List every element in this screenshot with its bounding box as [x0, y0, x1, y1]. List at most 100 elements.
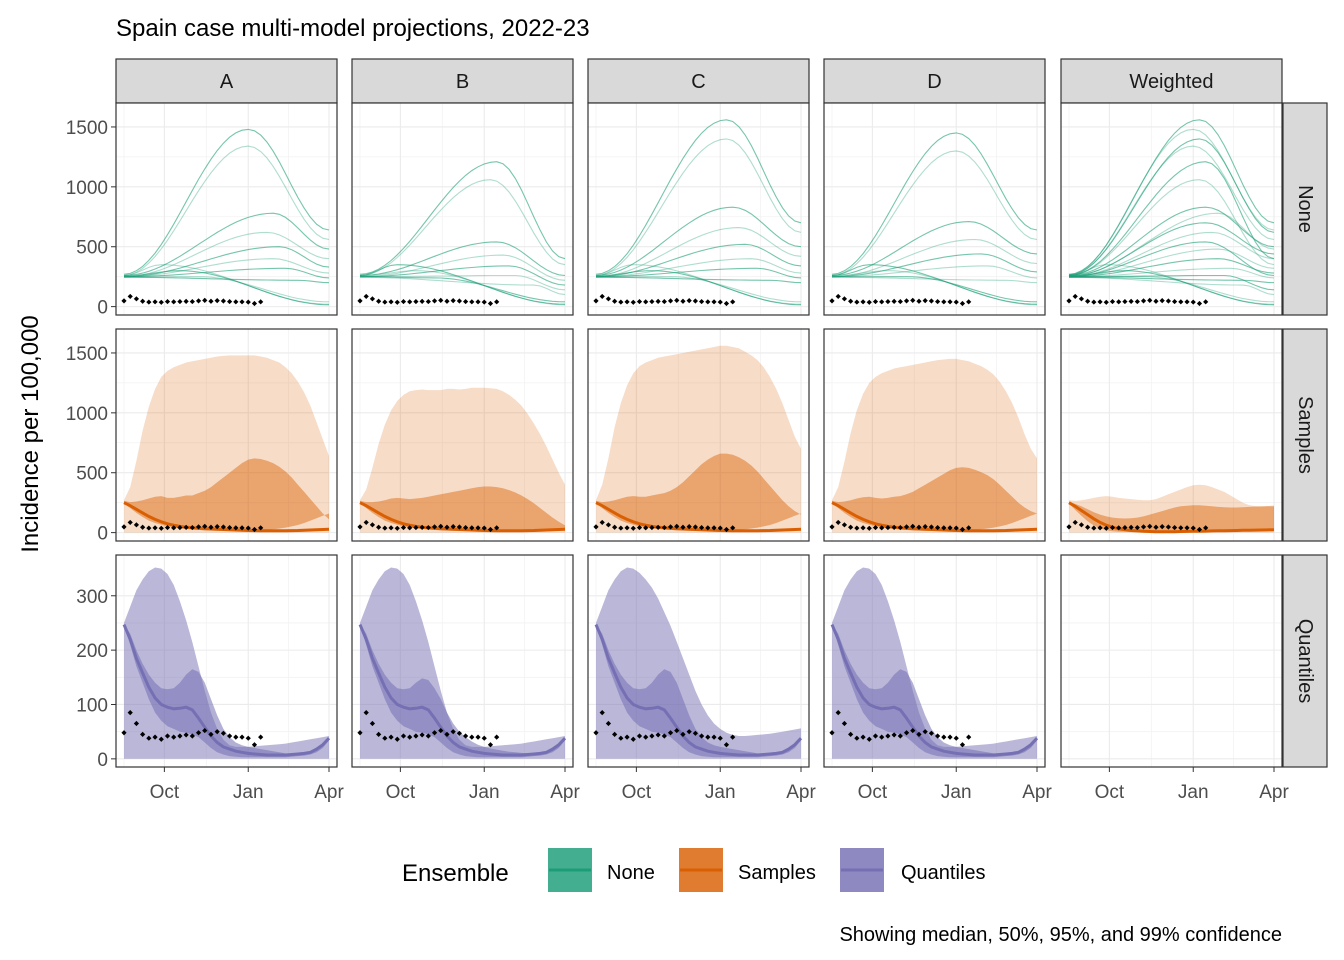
observed-point — [1097, 299, 1103, 305]
observed-point — [431, 298, 438, 304]
observed-point — [152, 734, 158, 740]
observed-point — [947, 734, 953, 740]
series-line-6 — [595, 258, 802, 278]
observed-point — [388, 734, 394, 740]
observed-point — [848, 298, 854, 304]
band-95 — [832, 358, 1037, 533]
observed-point — [860, 734, 866, 740]
band-95 — [124, 355, 329, 533]
observed-point — [618, 299, 624, 305]
observed-point — [866, 525, 872, 531]
band-50 — [1069, 502, 1274, 532]
observed-point — [369, 522, 376, 528]
median-line — [123, 501, 330, 533]
observed-point — [388, 525, 394, 531]
observed-point — [928, 730, 934, 736]
series-line-11 — [124, 276, 330, 284]
legend-label-samples: Samples — [738, 862, 816, 884]
observed-point — [1159, 524, 1165, 530]
observed-point — [183, 524, 189, 530]
observed-point — [456, 524, 462, 530]
observed-point — [860, 525, 866, 531]
observed-point — [605, 720, 612, 727]
observed-points — [593, 519, 736, 533]
observed-points — [121, 710, 264, 748]
observed-point — [133, 296, 140, 302]
observed-point — [463, 524, 469, 531]
panel-d-none — [823, 102, 1046, 316]
observed-point — [730, 734, 736, 740]
median-line — [358, 624, 567, 757]
observed-point — [966, 525, 972, 531]
observed-point — [593, 298, 599, 304]
observed-point — [953, 525, 959, 531]
panel-c-none — [587, 102, 810, 316]
observed-point — [935, 298, 941, 305]
observed-point — [1116, 525, 1122, 531]
x-axis-d: Oct Jan Apr — [858, 767, 1052, 803]
series-line-11 — [596, 276, 802, 284]
observed-point — [916, 298, 922, 304]
x-tick-label: Jan — [1178, 782, 1209, 803]
series-line-3 — [1068, 138, 1275, 276]
strip-label-d: D — [927, 71, 941, 93]
observed-point — [1172, 524, 1178, 531]
observed-point — [723, 742, 730, 748]
observed-point — [158, 736, 164, 742]
observed-point — [730, 299, 736, 305]
observed-point — [363, 519, 369, 526]
series-line-8 — [359, 270, 566, 306]
observed-point — [711, 734, 717, 740]
observed-point — [394, 736, 400, 742]
observed-point — [438, 523, 444, 529]
series-line-2 — [831, 150, 1038, 277]
observed-point — [643, 299, 649, 305]
y-tick-label: 1500 — [66, 344, 108, 365]
observed-point — [1153, 524, 1159, 530]
observed-point — [723, 300, 730, 307]
strip-label-c: C — [691, 71, 705, 93]
series-line-2 — [595, 138, 802, 277]
observed-point — [1178, 525, 1184, 531]
caption: Showing median, 50%, 95%, and 99% confid… — [839, 924, 1282, 946]
band-50 — [124, 458, 329, 531]
observed-point — [699, 733, 705, 739]
observed-point — [494, 734, 500, 740]
series-line-15 — [1069, 274, 1275, 291]
observed-point — [463, 298, 469, 305]
strip-c: C — [587, 58, 810, 104]
observed-point — [605, 522, 612, 528]
observed-point — [146, 525, 152, 531]
observed-point — [618, 735, 624, 741]
x-tick-label: Oct — [1095, 782, 1125, 803]
observed-points — [829, 293, 972, 307]
observed-point — [431, 524, 438, 530]
series-line-1 — [123, 128, 330, 275]
observed-point — [1190, 299, 1196, 305]
observed-point — [910, 727, 916, 734]
y-tick-label: 0 — [97, 524, 108, 545]
observed-point — [127, 519, 133, 526]
band-50 — [596, 453, 801, 531]
observed-point — [866, 299, 872, 305]
observed-point — [363, 293, 369, 300]
series-line-7 — [1068, 206, 1275, 277]
observed-point — [245, 299, 251, 305]
y-tick-label: 0 — [97, 750, 108, 771]
observed-point — [1109, 298, 1116, 305]
series-line-3 — [359, 241, 566, 277]
observed-point — [624, 525, 630, 531]
chart-title: Spain case multi-model projections, 2022… — [116, 15, 590, 42]
median-line — [1068, 501, 1275, 534]
observed-point — [357, 524, 363, 530]
observed-point — [164, 524, 171, 531]
observed-point — [1109, 524, 1116, 531]
observed-point — [705, 299, 711, 305]
observed-point — [258, 525, 264, 531]
observed-point — [431, 730, 438, 736]
gridlines — [352, 329, 573, 541]
observed-point — [636, 298, 643, 305]
observed-point — [413, 524, 419, 531]
observed-point — [593, 524, 599, 530]
